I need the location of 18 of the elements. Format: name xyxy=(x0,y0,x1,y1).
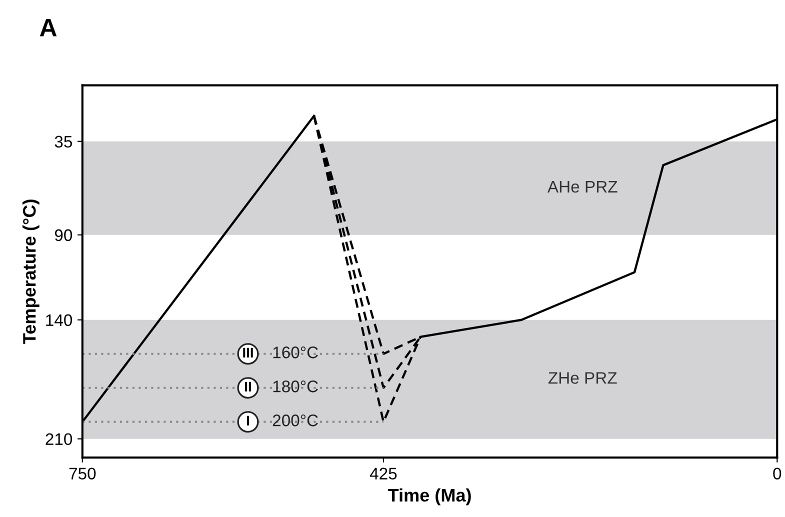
band-label: ZHe PRZ xyxy=(548,372,617,384)
y-axis-title: Temperature (°C) xyxy=(22,200,40,344)
y-tick-label: 90 xyxy=(54,229,72,242)
y-tick-label: 35 xyxy=(54,136,72,148)
y-tick-label: 210 xyxy=(46,433,72,446)
band-label: AHe PRZ xyxy=(547,180,618,193)
x-tick-label: 0 xyxy=(773,468,782,480)
x-tick-label: 425 xyxy=(370,468,397,480)
annotation: 180°C xyxy=(273,380,318,392)
annotation: 160°C xyxy=(273,346,318,358)
x-tick-label: 750 xyxy=(69,468,96,480)
annotation: 200°C xyxy=(272,414,318,426)
x-axis-title: Time (Ma) xyxy=(388,488,471,506)
chart-title: A xyxy=(40,18,57,36)
series-label: I xyxy=(247,416,249,426)
series-label: II xyxy=(245,382,251,392)
y-tick-label: 140 xyxy=(46,314,72,326)
series-label: III xyxy=(243,348,253,358)
